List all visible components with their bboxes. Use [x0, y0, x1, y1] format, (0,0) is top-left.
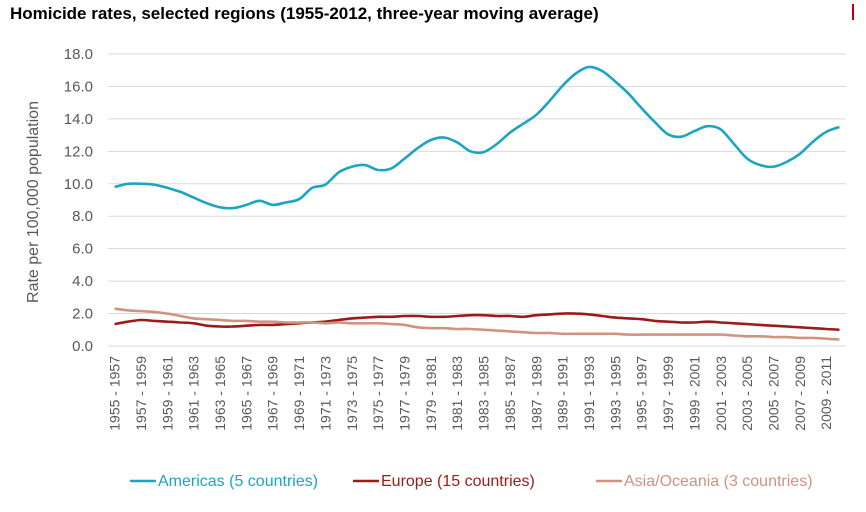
- x-tick-label: 1989 - 1991: [555, 356, 571, 431]
- x-tick-label: 1997 - 1999: [660, 356, 676, 431]
- legend: Americas (5 countries) Europe (15 countri…: [130, 473, 813, 490]
- y-tick-label: 6.0: [72, 241, 93, 258]
- series-line-2: [114, 307, 840, 341]
- y-tick-label: 16.0: [64, 78, 93, 95]
- x-tick-label: 1981 - 1983: [449, 356, 465, 431]
- x-tick-label: 1983 - 1985: [476, 356, 492, 431]
- y-tick-label: 2.0: [72, 306, 93, 323]
- series-line-0: [114, 65, 840, 210]
- x-tick-label: 1967 - 1969: [265, 356, 281, 431]
- legend-item-1: Europe (15 countries): [353, 473, 535, 490]
- x-tick-label: 1959 - 1961: [159, 356, 175, 431]
- grid: [108, 53, 846, 347]
- x-tick-label: 1979 - 1981: [423, 356, 439, 431]
- x-tick-label: 1957 - 1959: [133, 356, 149, 431]
- x-tick-label: 2009 - 2011: [818, 356, 834, 430]
- x-tick-label: 1993 - 1995: [607, 356, 623, 431]
- chart-title: Homicide rates, selected regions (1955-2…: [10, 4, 599, 23]
- accent-mark: [852, 4, 854, 20]
- y-tick-label: 8.0: [72, 208, 93, 225]
- legend-item-2: Asia/Oceania (3 countries): [596, 473, 813, 490]
- x-tick-label: 1999 - 2001: [686, 356, 702, 431]
- x-tick-label: 2005 - 2007: [766, 356, 782, 431]
- legend-label: Americas (5 countries): [158, 473, 318, 490]
- x-tick-label: 1977 - 1979: [397, 356, 413, 431]
- x-tick-label: 1973 - 1975: [344, 356, 360, 431]
- x-tick-label: 1955 - 1957: [107, 356, 123, 431]
- x-tick-label: 1987 - 1989: [528, 356, 544, 431]
- legend-item-0: Americas (5 countries): [130, 473, 318, 490]
- x-tick-label: 1963 - 1965: [212, 356, 228, 431]
- series-line-1: [114, 312, 840, 332]
- x-tick-label: 1991 - 1993: [581, 356, 597, 431]
- y-tick-label: 18.0: [64, 46, 93, 63]
- x-tick-label: 1961 - 1963: [186, 356, 202, 431]
- legend-label: Europe (15 countries): [381, 473, 535, 490]
- y-axis-label: Rate per 100,000 population: [25, 101, 42, 303]
- x-tick-label: 2001 - 2003: [713, 356, 729, 431]
- x-tick-label: 2007 - 2009: [792, 356, 808, 431]
- y-tick-label: 12.0: [64, 143, 93, 160]
- x-tick-label: 1965 - 1967: [238, 356, 254, 431]
- x-tick-label: 1975 - 1977: [370, 356, 386, 431]
- y-tick-label: 10.0: [64, 176, 93, 193]
- x-tick-label: 1971 - 1973: [317, 356, 333, 431]
- y-tick-label: 0.0: [72, 338, 93, 355]
- x-tick-label: 2003 - 2005: [739, 356, 755, 431]
- y-tick-label: 14.0: [64, 111, 93, 128]
- x-tick-label: 1985 - 1987: [502, 356, 518, 431]
- x-tick-label: 1995 - 1997: [634, 356, 650, 431]
- x-tick-labels: 1955 - 1957 1957 - 1959 1959 - 1961 1961 - …: [107, 356, 835, 431]
- series-lines: [114, 65, 840, 341]
- y-tick-label: 4.0: [72, 273, 93, 290]
- legend-label: Asia/Oceania (3 countries): [624, 473, 813, 490]
- y-tick-labels: 0.0 2.0 4.0 6.0 8.0 10.0 12.0 14.0 16.0 18.0: [64, 46, 93, 355]
- x-tick-label: 1969 - 1971: [291, 356, 307, 431]
